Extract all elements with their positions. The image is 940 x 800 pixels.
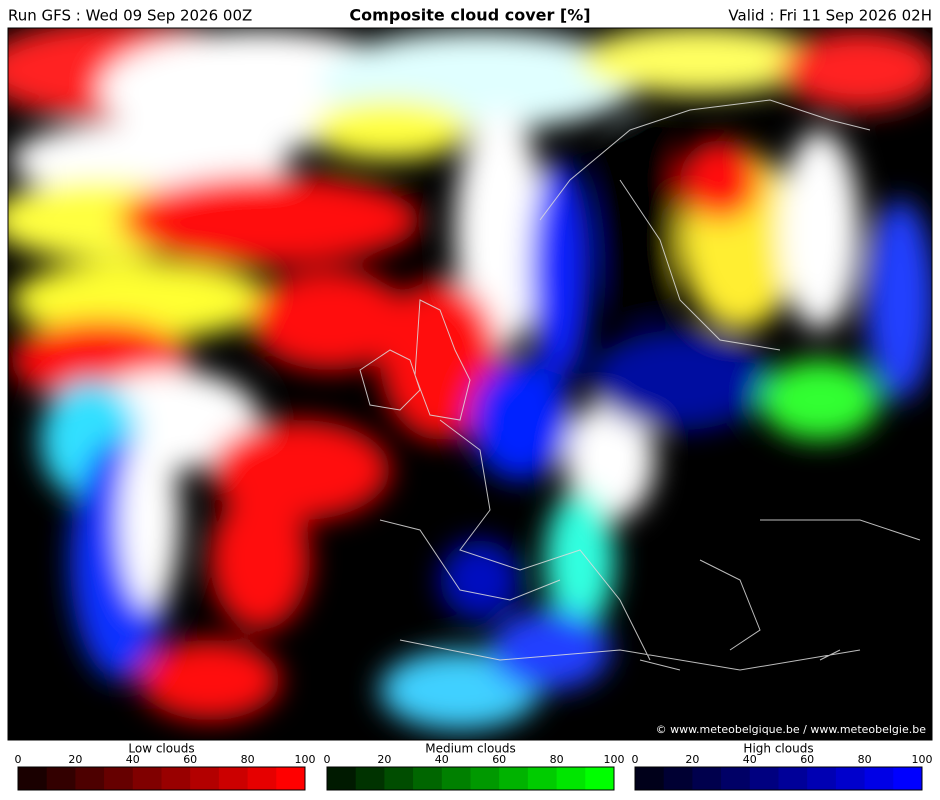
- legend-tick-label: 100: [295, 753, 316, 766]
- legend-tick-label: 40: [126, 753, 140, 766]
- legend-tick-label: 40: [743, 753, 757, 766]
- legend-swatch: [692, 767, 722, 790]
- cloud-map: © www.meteobelgique.be / www.meteobelgie…: [8, 28, 932, 740]
- legend-tick-label: 100: [912, 753, 933, 766]
- legend-tick-label: 60: [800, 753, 814, 766]
- legend-title: Low clouds: [128, 742, 194, 756]
- run-info: Run GFS : Wed 09 Sep 2026 00Z: [8, 7, 252, 25]
- legend-tick-label: 100: [604, 753, 625, 766]
- legend-swatch: [104, 767, 134, 790]
- legend-title: Medium clouds: [425, 742, 516, 756]
- legend-frame: [326, 766, 615, 791]
- legend-tick-label: 0: [15, 753, 22, 766]
- legend-frame: [634, 766, 923, 791]
- legend-tick-label: 0: [632, 753, 639, 766]
- legend-swatch: [585, 767, 615, 790]
- legend-tick-label: 80: [858, 753, 872, 766]
- legend-title: High clouds: [743, 742, 813, 756]
- legend-swatch: [18, 767, 48, 790]
- legend-tick-label: 20: [68, 753, 82, 766]
- map-title: Composite cloud cover [%]: [349, 6, 590, 25]
- legend-swatch: [635, 767, 665, 790]
- legend-swatch: [247, 767, 277, 790]
- legend-swatch: [161, 767, 191, 790]
- legend-swatch: [835, 767, 866, 790]
- legend-swatch: [807, 767, 837, 790]
- legend-tick-label: 20: [377, 753, 391, 766]
- legend-swatch: [384, 767, 414, 790]
- legend-swatch: [663, 767, 693, 790]
- legend-swatch: [190, 767, 220, 790]
- legends: Low clouds 0 20 40 60 80 100 Medium clouds 0 20 40…: [15, 742, 933, 791]
- legend-swatch: [276, 767, 306, 790]
- legend-swatch: [499, 767, 529, 790]
- legend-tick-label: 20: [685, 753, 699, 766]
- legend-swatch: [864, 767, 894, 790]
- legend-swatch: [470, 767, 500, 790]
- legend-swatch: [721, 767, 751, 790]
- legend-swatch: [441, 767, 471, 790]
- legend-swatch: [218, 767, 249, 790]
- legend-swatch: [893, 767, 923, 790]
- legend-swatch: [527, 767, 558, 790]
- legend-swatch: [556, 767, 586, 790]
- map-credit: © www.meteobelgique.be / www.meteobelgie…: [656, 723, 927, 736]
- legend-tick-label: 60: [492, 753, 506, 766]
- legend-swatch: [46, 767, 76, 790]
- legend-swatch: [355, 767, 385, 790]
- legend-tick-label: 40: [435, 753, 449, 766]
- legend-tick-label: 80: [550, 753, 564, 766]
- valid-info: Valid : Fri 11 Sep 2026 02H: [728, 7, 932, 25]
- legend-swatch: [327, 767, 357, 790]
- legend-swatch: [75, 767, 105, 790]
- legend-frame: [17, 766, 306, 791]
- legend-tick-label: 0: [324, 753, 331, 766]
- legend-swatch: [413, 767, 443, 790]
- legend-swatch: [749, 767, 779, 790]
- map-frame: [7, 27, 933, 741]
- legend-tick-label: 60: [183, 753, 197, 766]
- legend-swatch: [132, 767, 162, 790]
- legend-tick-label: 80: [241, 753, 255, 766]
- legend-swatch: [778, 767, 808, 790]
